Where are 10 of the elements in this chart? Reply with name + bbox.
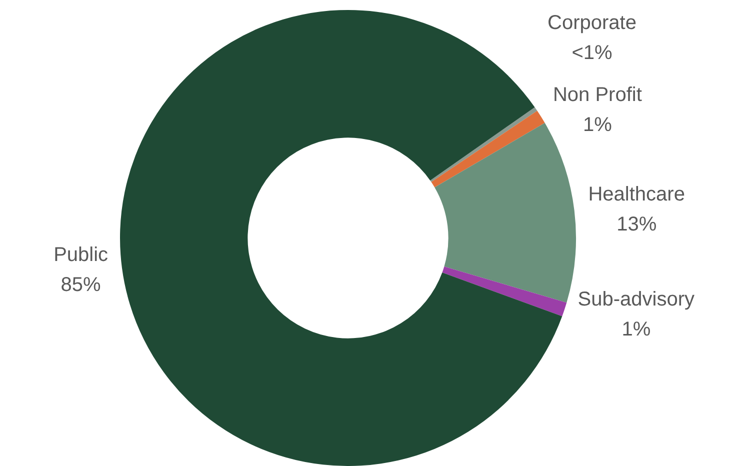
data-label: 1% [582,114,612,136]
slice-label: Healthcare [588,183,685,206]
slice-label: Public [54,244,108,266]
slice-label: Corporate [548,12,636,34]
data-label: 13% [616,213,657,236]
data-label: 1% [622,318,651,340]
data-label: 85% [60,274,102,296]
slice-label: Non Profit [552,84,642,106]
data-label: <1% [572,42,613,64]
slice-label: Sub-advisory [578,288,695,310]
